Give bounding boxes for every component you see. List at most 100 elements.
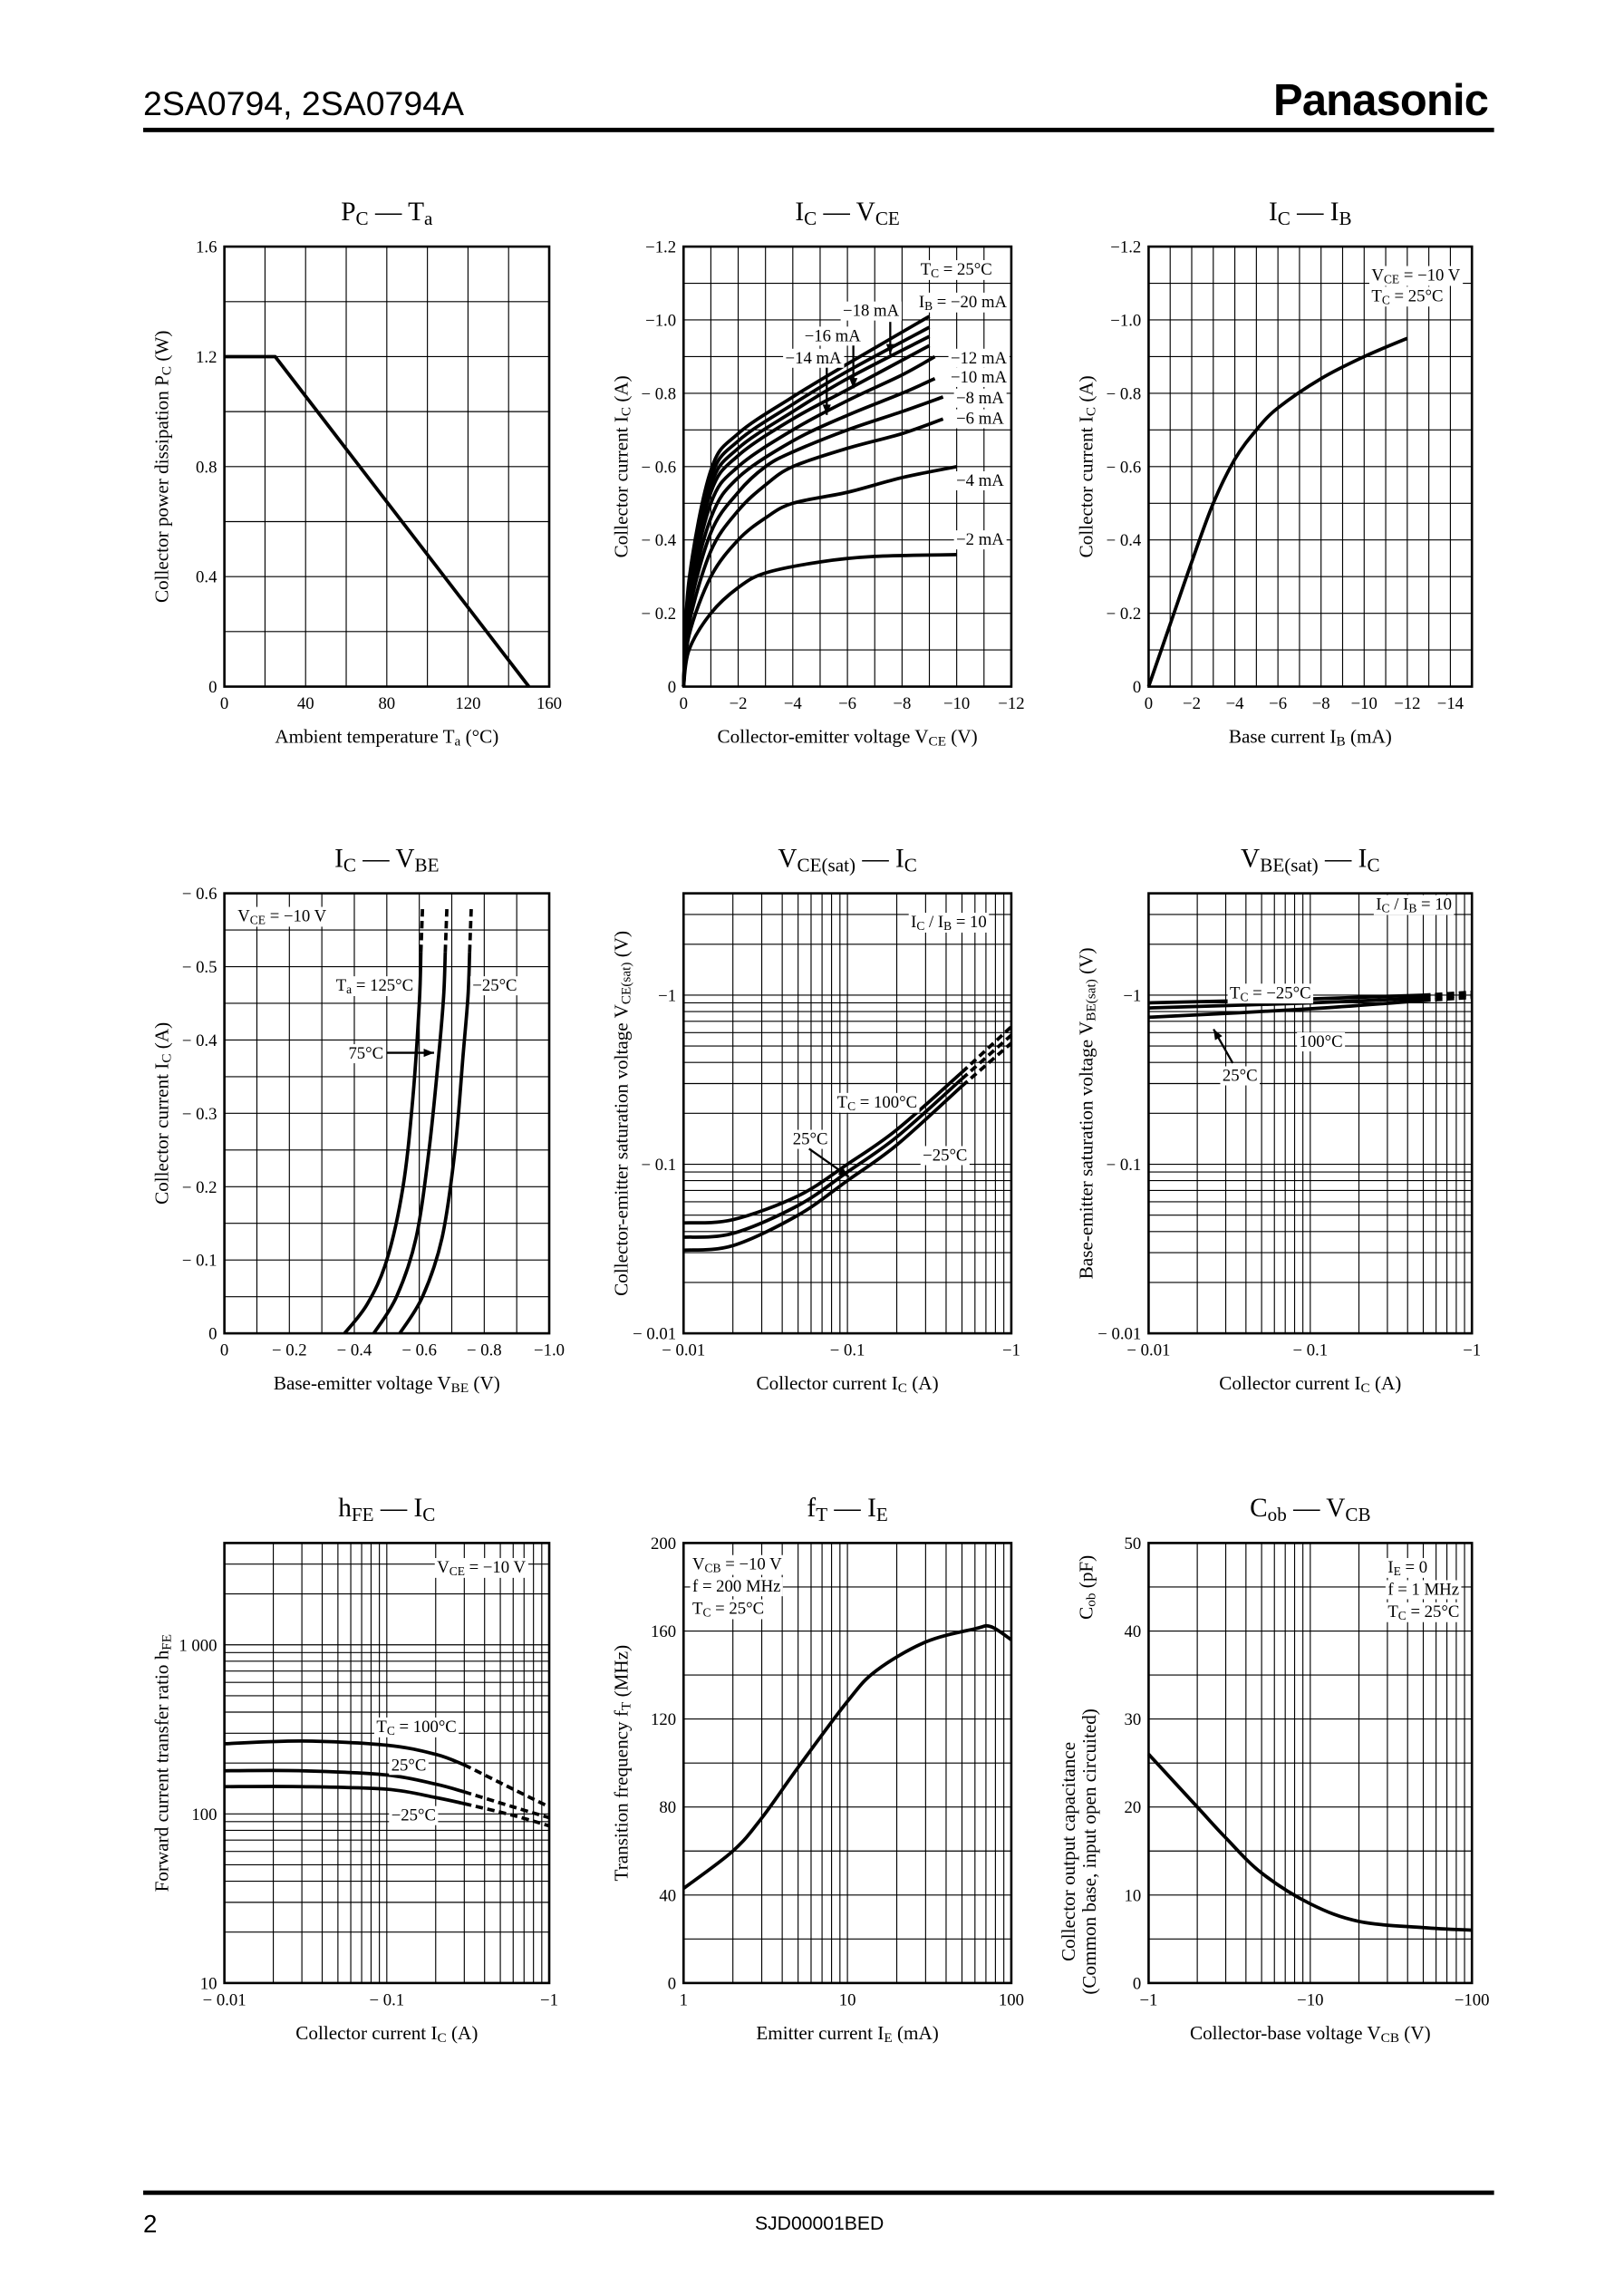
series-line-dashed	[443, 907, 449, 953]
x-tick-label: −4	[1226, 694, 1245, 713]
text-run: (W)	[151, 331, 173, 366]
text-run: — V	[356, 844, 415, 873]
text-run: Collector-base voltage V	[1190, 2022, 1381, 2044]
text-run: Transition frequency f	[610, 1709, 632, 1881]
x-tick-label: 0	[220, 694, 228, 713]
y-tick-label: 200	[651, 1534, 676, 1554]
x-tick-label: −1	[1463, 1341, 1481, 1360]
series-line	[224, 1768, 465, 1794]
text-run: −4 mA	[956, 471, 1004, 490]
plot-frame	[682, 1542, 1013, 1985]
text-run: − 0.1	[182, 1252, 218, 1271]
text-run: (mA)	[1346, 725, 1392, 747]
x-tick-label: − 0.01	[203, 1990, 246, 2009]
text-run: (MHz)	[610, 1645, 632, 1702]
annotation: −4 mA	[956, 471, 1004, 490]
text-run: 40	[659, 1886, 676, 1905]
text-run: P	[341, 198, 355, 227]
y-tick-label: 1.6	[196, 238, 217, 257]
text-run: 0	[668, 678, 676, 697]
x-tick-label: − 0.8	[467, 1341, 502, 1360]
text-run: Emitter current I	[756, 2022, 884, 2044]
annotation: Ta = 125°C	[336, 976, 413, 996]
chart-title: fT — IE	[807, 1494, 887, 1525]
y-tick-label: 0.8	[196, 458, 217, 477]
text-run: − 0.4	[182, 1031, 218, 1050]
annotation-background	[908, 913, 990, 933]
text-run: −1.2	[645, 238, 676, 257]
series-line-dashed	[463, 1790, 550, 1820]
text-run: h	[338, 1494, 352, 1523]
x-tick-label: 10	[839, 1990, 856, 2009]
annotation: TC = 100°C	[376, 1718, 456, 1737]
y-tick-label: − 0.1	[1107, 1156, 1142, 1175]
x-axis-label: Emitter current IE (mA)	[756, 2022, 938, 2046]
annotation: TC = 25°C	[921, 260, 992, 280]
series-line	[224, 354, 531, 688]
text-run: − 0.2	[1107, 605, 1142, 624]
annotation: VCE = −10 V	[1371, 266, 1460, 286]
annotation-background	[690, 1577, 783, 1597]
text-run: T	[1371, 286, 1382, 305]
arrow-head-icon	[837, 1167, 849, 1177]
text-run: = −10 V	[266, 907, 327, 926]
x-tick-label: −1	[1002, 1341, 1020, 1360]
annotation: TC = 25°C	[1371, 286, 1443, 306]
text-run: −1	[1123, 986, 1141, 1005]
annotation-background	[373, 1717, 459, 1737]
series-line	[1147, 1753, 1473, 1932]
y-axis-label: Cob (pF)	[1076, 1555, 1099, 1620]
text-run: − 0.2	[272, 1341, 307, 1360]
subscript: C	[422, 1504, 435, 1525]
chart-title: Cob — VCB	[1250, 1494, 1370, 1525]
y-axis-label: (Common base, input open circuited)	[1078, 1708, 1100, 1995]
annotation-background	[916, 292, 1010, 313]
text-run: T	[1230, 983, 1241, 1002]
subscript: a	[424, 207, 433, 228]
subscript: C	[619, 407, 634, 416]
text-run: −10	[1297, 1990, 1323, 2009]
y-tick-label: − 0.6	[1107, 458, 1142, 477]
text-run: −1.2	[1110, 238, 1141, 257]
series-line-dashed	[463, 1802, 550, 1828]
text-run: − 0.4	[641, 531, 676, 550]
grid	[1148, 893, 1473, 1334]
x-axis-label: Base-emitter voltage VBE (V)	[274, 1372, 500, 1396]
annotation-background	[690, 1554, 785, 1575]
text-run: Collector current I	[1219, 1372, 1360, 1394]
text-run: V	[437, 1558, 450, 1577]
text-run: 200	[651, 1534, 676, 1554]
y-axis-label: Collector current IC (A)	[610, 375, 633, 557]
series-line	[683, 1084, 963, 1253]
annotation-background	[783, 348, 845, 368]
text-run: (pF)	[1076, 1555, 1097, 1593]
y-tick-label: 0.4	[196, 568, 218, 587]
subscript: C	[1382, 293, 1390, 306]
y-tick-label: −1.2	[645, 238, 676, 257]
annotation-background	[1297, 1032, 1346, 1052]
arrow-head-icon	[1213, 1029, 1223, 1041]
series-line	[682, 315, 931, 687]
text-run: 25°C	[1223, 1067, 1258, 1086]
text-run: − 0.6	[401, 1341, 437, 1360]
text-run: Collector-emitter saturation voltage V	[610, 1003, 632, 1295]
annotation: TC = 25°C	[692, 1600, 764, 1620]
text-run: — I	[1290, 198, 1339, 227]
annotation: f = 200 MHz	[692, 1577, 780, 1596]
text-run: T	[837, 1093, 848, 1112]
x-tick-label: −14	[1437, 694, 1464, 713]
y-tick-label: − 0.4	[182, 1031, 218, 1050]
annotation-background	[1385, 1558, 1430, 1578]
annotation-background	[434, 1558, 528, 1578]
text-run: 50	[1125, 1534, 1142, 1554]
text-run: Forward current transfer ratio h	[151, 1650, 173, 1892]
y-axis-label: Collector output capacitance	[1058, 1742, 1079, 1961]
text-run: = 125°C	[352, 976, 413, 995]
text-run: I	[795, 198, 804, 227]
text-run: (A)	[1076, 375, 1097, 407]
x-tick-label: 0	[680, 694, 688, 713]
annotation-background	[1368, 286, 1445, 307]
annotation-background	[802, 326, 864, 346]
text-run: 1	[680, 1990, 688, 2009]
